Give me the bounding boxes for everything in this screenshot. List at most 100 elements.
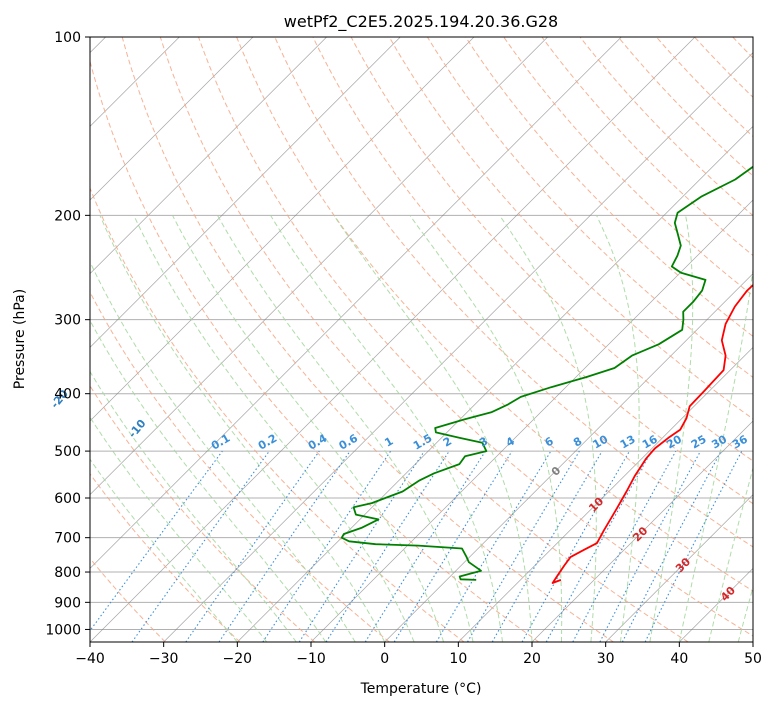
y-tick-label: 200 bbox=[54, 208, 81, 224]
y-tick-label: 600 bbox=[54, 491, 81, 507]
isotherm-line bbox=[90, 37, 401, 348]
mixing-ratio-label: 36 bbox=[730, 432, 750, 451]
dry-adiabat-line bbox=[198, 37, 753, 637]
mixing-ratio-label: 30 bbox=[709, 432, 729, 451]
isotherm-line bbox=[458, 346, 753, 642]
mixing-ratio-label: 1.5 bbox=[411, 432, 434, 453]
y-tick-label: 500 bbox=[54, 444, 81, 460]
dry-adiabat-label: -10 bbox=[126, 417, 149, 441]
dry-adiabat-line bbox=[503, 37, 753, 297]
moist-adiabat-line bbox=[409, 215, 563, 642]
y-axis-ticks: 100 200 300 400 500 600 700 800 900 1000 bbox=[45, 30, 90, 638]
mixing-ratio-line bbox=[393, 450, 513, 642]
mixing-ratio-label: 0.6 bbox=[337, 431, 361, 452]
x-tick-label: 10 bbox=[449, 651, 467, 667]
mixing-ratio-label: 6 bbox=[543, 434, 556, 449]
moist-adiabat-line bbox=[99, 215, 386, 642]
isotherm-line bbox=[679, 567, 753, 642]
moist-adiabat-line bbox=[270, 215, 503, 642]
dry-adiabat-line bbox=[90, 472, 241, 642]
mixing-ratio-line bbox=[325, 450, 450, 642]
moist-adiabat-line bbox=[708, 466, 753, 642]
moist-adiabat-line bbox=[172, 215, 445, 642]
mixing-ratio-line bbox=[545, 450, 653, 642]
isotherm-label: 40 bbox=[718, 584, 738, 604]
isotherm-label: 0 bbox=[549, 464, 564, 479]
y-tick-label: 100 bbox=[54, 30, 81, 46]
mixing-ratio-label: 0.4 bbox=[306, 431, 330, 452]
isotherm-line bbox=[90, 37, 548, 496]
mixing-ratio-label: 25 bbox=[689, 433, 709, 452]
mixing-ratio-label: 3 bbox=[477, 435, 490, 450]
dry-adiabat-line bbox=[90, 384, 316, 642]
moist-adiabat-line bbox=[596, 215, 640, 642]
dry-adiabat-line bbox=[732, 37, 753, 59]
isotherm-line bbox=[90, 37, 622, 569]
dry-adiabat-line bbox=[465, 37, 753, 338]
moist-adiabat-line bbox=[90, 319, 327, 642]
dry-adiabat-line bbox=[350, 37, 753, 462]
isotherm-line bbox=[237, 125, 753, 642]
background-lines bbox=[90, 37, 775, 642]
mixing-ratio-line bbox=[572, 450, 677, 642]
x-axis-label: Temperature (°C) bbox=[360, 681, 482, 697]
y-tick-label: 300 bbox=[54, 313, 81, 329]
isotherm-line bbox=[605, 494, 753, 642]
mixing-ratio-line bbox=[262, 450, 392, 642]
moist-adiabat-line bbox=[90, 260, 356, 642]
y-axis-label: Pressure (hPa) bbox=[12, 289, 28, 389]
dry-adiabat-line bbox=[771, 37, 775, 642]
isotherm-line bbox=[90, 37, 327, 275]
x-axis-ticks: −40 −30 −20 −10 0 10 20 30 40 50 bbox=[75, 642, 762, 667]
isotherm-line bbox=[310, 199, 753, 642]
dry-adiabat-line bbox=[236, 37, 753, 592]
dry-adiabat-line bbox=[159, 37, 689, 642]
mixing-ratio-line bbox=[131, 450, 270, 642]
mixing-ratio-label: 13 bbox=[618, 433, 638, 452]
dry-adiabat-line bbox=[90, 291, 390, 642]
mixing-ratio-label: 10 bbox=[591, 432, 611, 451]
temperature-profile-line bbox=[551, 283, 753, 584]
x-tick-label: 50 bbox=[744, 651, 762, 667]
mixing-ratio-line bbox=[521, 450, 630, 642]
y-tick-label: 1000 bbox=[45, 622, 81, 638]
mixing-ratio-line bbox=[218, 450, 351, 642]
moist-adiabat-line bbox=[499, 215, 597, 642]
x-tick-label: −10 bbox=[296, 651, 326, 667]
plot-frame bbox=[89, 36, 754, 643]
profiles bbox=[340, 165, 753, 584]
moist-adiabat-line bbox=[678, 265, 753, 642]
moist-adiabat-line bbox=[649, 215, 694, 642]
mixing-ratio-line bbox=[185, 450, 320, 642]
dewpoint-profile-line bbox=[340, 165, 753, 581]
mixing-ratio-line bbox=[298, 450, 425, 642]
y-tick-label: 800 bbox=[54, 565, 81, 581]
dry-adiabat-line bbox=[121, 37, 614, 642]
mixing-ratio-line bbox=[644, 450, 743, 642]
x-tick-label: −30 bbox=[149, 651, 179, 667]
x-tick-label: 40 bbox=[670, 651, 688, 667]
y-tick-label: 400 bbox=[54, 387, 81, 403]
x-tick-label: −40 bbox=[75, 651, 105, 667]
y-tick-label: 700 bbox=[54, 531, 81, 547]
isotherm-line bbox=[531, 420, 753, 642]
moist-adiabat-line bbox=[90, 458, 238, 642]
y-tick-label: 900 bbox=[54, 595, 81, 611]
moist-adiabat-line bbox=[90, 416, 268, 642]
dry-adiabat-line bbox=[90, 557, 166, 642]
mixing-ratio-label: 1 bbox=[382, 435, 395, 450]
isotherm-line bbox=[90, 37, 254, 201]
mixing-ratio-label: 16 bbox=[640, 432, 660, 451]
dry-adiabat-line bbox=[90, 186, 465, 642]
mixing-ratio-lines bbox=[90, 450, 743, 642]
x-tick-label: −20 bbox=[223, 651, 253, 667]
isotherm-line bbox=[384, 273, 753, 642]
x-tick-label: 0 bbox=[380, 651, 389, 667]
moist-adiabat-line bbox=[90, 370, 297, 642]
x-tick-label: 20 bbox=[523, 651, 541, 667]
mixing-ratio-label: 8 bbox=[571, 435, 584, 450]
dry-adiabat-line bbox=[656, 37, 753, 138]
isotherm-line bbox=[90, 37, 696, 642]
chart-title: wetPf2_C2E5.2025.194.20.36.G28 bbox=[284, 12, 558, 32]
